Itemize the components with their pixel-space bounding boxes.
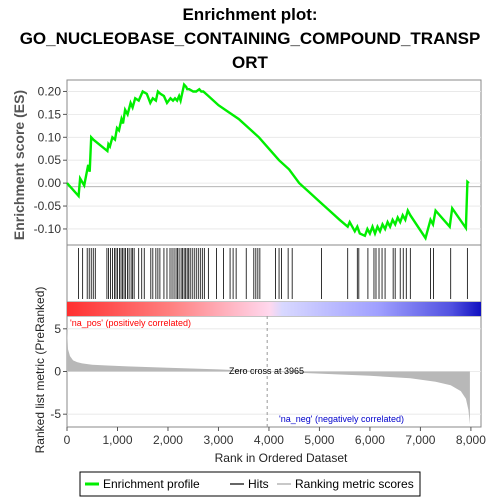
metric-panel: 'na_pos' (positively correlated) 'na_neg… bbox=[33, 287, 481, 454]
chart-title-line-1: Enrichment plot: bbox=[182, 5, 317, 24]
x-tick-label: 4,000 bbox=[254, 433, 284, 447]
es-y-tick-label: -0.05 bbox=[34, 199, 62, 213]
plot-frame bbox=[66, 79, 482, 428]
chart-title-line-2: GO_NUCLEOBASE_CONTAINING_COMPOUND_TRANSP bbox=[20, 29, 481, 48]
es-y-tick-label: -0.10 bbox=[34, 222, 62, 236]
na-neg-label: 'na_neg' (negatively correlated) bbox=[279, 414, 404, 424]
hits-panel bbox=[78, 248, 468, 299]
zero-cross-label: Zero cross at 3965 bbox=[229, 366, 304, 376]
metric-y-tick-label: 5 bbox=[54, 322, 61, 336]
legend-metric-label: Ranking metric scores bbox=[295, 477, 414, 491]
x-axis-ticks: 0 1,000 2,000 3,000 4,000 5,000 6,000 7,000 8,00… bbox=[64, 427, 486, 447]
es-y-tick-label: 0.20 bbox=[38, 84, 62, 98]
x-tick-label: 2,000 bbox=[153, 433, 183, 447]
x-axis-label: Rank in Ordered Dataset bbox=[215, 451, 348, 465]
x-tick-label: 5,000 bbox=[304, 433, 334, 447]
chart-title-line-3: ORT bbox=[232, 53, 269, 72]
na-pos-label: 'na_pos' (positively correlated) bbox=[70, 318, 191, 328]
es-y-ticks: -0.10 -0.05 0.00 0.05 0.10 0.15 0.20 bbox=[34, 84, 67, 236]
es-gridlines bbox=[67, 91, 481, 230]
x-tick-label: 8,000 bbox=[456, 433, 486, 447]
es-y-tick-label: 0.10 bbox=[38, 130, 62, 144]
x-tick-label: 1,000 bbox=[102, 433, 132, 447]
metric-y-tick-label: 0 bbox=[54, 365, 61, 379]
legend-hits-label: Hits bbox=[248, 477, 269, 491]
metric-y-ticks: -5 0 5 bbox=[50, 322, 67, 421]
es-y-tick-label: 0.00 bbox=[38, 176, 62, 190]
metric-y-tick-label: -5 bbox=[50, 407, 61, 421]
es-y-tick-label: 0.15 bbox=[38, 107, 62, 121]
metric-area bbox=[67, 327, 470, 425]
legend-box bbox=[79, 471, 421, 497]
es-y-tick-label: 0.05 bbox=[38, 153, 62, 167]
ranking-color-bar bbox=[67, 302, 481, 316]
es-panel: -0.10 -0.05 0.00 0.05 0.10 0.15 0.20 Enrichmen… bbox=[11, 82, 481, 241]
es-curve bbox=[66, 82, 470, 241]
metric-y-axis-label: Ranked list metric (PreRanked) bbox=[33, 287, 47, 454]
x-tick-label: 7,000 bbox=[405, 433, 435, 447]
legend: Enrichment profile Hits Ranking metric s… bbox=[79, 471, 421, 497]
es-y-axis-label: Enrichment score (ES) bbox=[11, 90, 27, 240]
legend-es-label: Enrichment profile bbox=[103, 477, 200, 491]
x-tick-label: 3,000 bbox=[203, 433, 233, 447]
x-tick-label: 0 bbox=[64, 433, 71, 447]
x-tick-label: 6,000 bbox=[355, 433, 385, 447]
